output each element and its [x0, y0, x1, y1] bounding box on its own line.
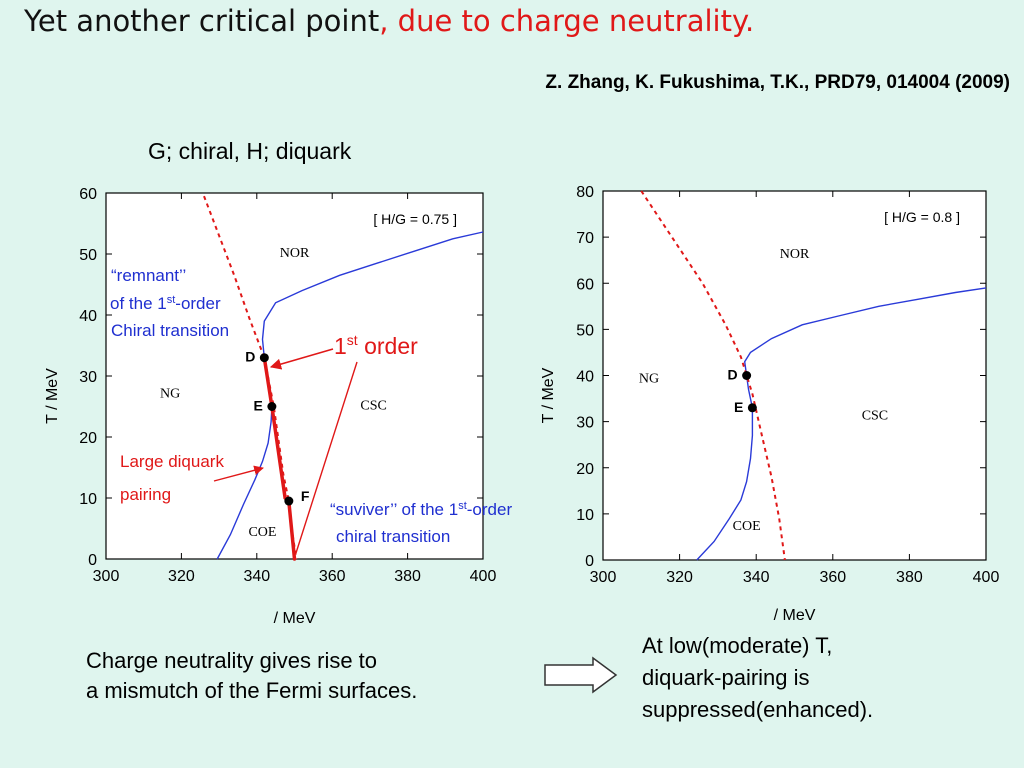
diquark-dashed-line: [640, 190, 786, 561]
y-tick-label: 0: [88, 552, 97, 569]
y-tick-label: 50: [576, 322, 594, 339]
conclusion-left-line-1: Charge neutrality gives rise to: [86, 648, 378, 673]
y-tick-label: 10: [576, 507, 594, 524]
region-label-coe: COE: [733, 519, 761, 534]
y-tick-label: 40: [79, 308, 97, 325]
critical-point-label-d: D: [245, 349, 255, 365]
region-label-csc: CSC: [360, 399, 386, 414]
x-tick-label: 340: [743, 569, 770, 586]
subheading: G; chiral, H; diquark: [148, 138, 352, 164]
y-tick-label: 30: [79, 369, 97, 386]
y-tick-label: 80: [576, 184, 594, 201]
remnant-label-line-3: Chiral transition: [111, 321, 229, 340]
remnant-label-line-2: of the 1st-order: [110, 294, 221, 313]
conclusion-right-line-2: diquark-pairing is: [642, 665, 810, 690]
first-order-thick-line: [262, 355, 297, 561]
phase-diagram-left: 300 320 340 360 380 400 0 10 20 30 40 50 60 / MeV T / …: [44, 186, 496, 627]
x-tick-label: 380: [896, 569, 923, 586]
suviver-superscript: st: [458, 500, 467, 512]
critical-point-d: [742, 371, 752, 380]
y-tick-label: 30: [576, 415, 594, 432]
remnant-text-suffix: -order: [175, 294, 221, 313]
critical-point-e: [747, 403, 757, 413]
y-tick-label: 50: [79, 247, 97, 264]
region-label-csc: CSC: [862, 408, 888, 423]
plot-frame: [105, 192, 484, 560]
x-tick-label: 360: [319, 568, 346, 585]
title-main: Yet another critical point: [24, 4, 380, 38]
y-axis-label: T / MeV: [44, 368, 61, 424]
remnant-label-line-1: “remnant’’: [111, 266, 186, 285]
critical-point-f: [284, 496, 294, 506]
remnant-text: of the 1: [110, 294, 167, 313]
y-tick-label: 60: [576, 276, 594, 293]
phase-diagram-right: 300 320 340 360 380 400 0 10 20 30 40 50 60 70 80 / MeV…: [540, 184, 999, 624]
ratio-label: [ H/G = 0.75 ]: [373, 211, 457, 227]
slide-title: Yet another critical point, due to charg…: [24, 4, 754, 38]
x-tick-label: 400: [470, 568, 497, 585]
y-tick-label: 40: [576, 369, 594, 386]
x-tick-label: 340: [243, 568, 270, 585]
x-tick-label: 300: [93, 568, 120, 585]
remnant-superscript: st: [167, 294, 176, 306]
conclusion-right-line-3: suppressed(enhanced).: [642, 697, 874, 722]
x-tick-label: 400: [973, 569, 1000, 586]
ratio-label: [ H/G = 0.8 ]: [884, 209, 960, 225]
x-tick-label: 380: [394, 568, 421, 585]
critical-point-label-d: D: [728, 367, 738, 383]
region-label-ng: NG: [160, 386, 180, 401]
suviver-text: “suviver’’ of the 1: [330, 500, 458, 519]
first-order-superscript: st: [347, 332, 358, 348]
first-order-suffix: order: [358, 333, 418, 359]
critical-point-label-e: E: [254, 398, 263, 414]
conclusion-left-line-2: a mismutch of the Fermi surfaces.: [86, 678, 418, 703]
first-order-text: 1: [334, 333, 347, 359]
suviver-label-line-2: chiral transition: [336, 527, 450, 546]
x-axis-label: / MeV: [774, 607, 816, 624]
first-order-label: 1st order: [334, 332, 418, 359]
conclusion-left: Charge neutrality gives rise to a mismut…: [86, 646, 417, 706]
x-tick-label: 320: [168, 568, 195, 585]
region-label-ng: NG: [639, 371, 659, 386]
y-tick-label: 70: [576, 230, 594, 247]
region-label-nor: NOR: [780, 247, 810, 262]
large-diquark-arrow: [213, 465, 264, 482]
critical-point-d: [259, 353, 269, 363]
large-diquark-line-1: Large diquark: [120, 452, 224, 471]
critical-point-label-f: F: [301, 488, 310, 504]
x-tick-label: 360: [819, 569, 846, 586]
critical-point-label-e: E: [734, 399, 743, 415]
plot-frame: [602, 190, 987, 561]
x-tick-label: 300: [590, 569, 617, 586]
region-label-coe: COE: [248, 525, 276, 540]
y-tick-label: 60: [79, 186, 97, 203]
conclusion-right-line-1: At low(moderate) T,: [642, 633, 833, 658]
first-order-arrow: [269, 348, 334, 370]
y-tick-label: 10: [79, 491, 97, 508]
title-accent: , due to charge neutrality.: [379, 4, 755, 38]
y-axis-label: T / MeV: [540, 367, 557, 423]
x-tick-label: 320: [666, 569, 693, 586]
right-arrow-icon: [543, 656, 619, 699]
suviver-text-suffix: -order: [467, 500, 513, 519]
y-tick-label: 20: [79, 430, 97, 447]
region-label-nor: NOR: [280, 246, 310, 261]
y-tick-label: 20: [576, 461, 594, 478]
y-tick-label: 0: [585, 553, 594, 570]
critical-point-e: [267, 402, 277, 411]
first-order-pointer: [295, 361, 358, 554]
suviver-label-line-1: “suviver’’ of the 1st-order: [330, 500, 512, 519]
large-diquark-line-2: pairing: [120, 485, 171, 504]
reference-citation: Z. Zhang, K. Fukushima, T.K., PRD79, 014…: [545, 72, 1010, 93]
x-axis-label: / MeV: [274, 610, 316, 627]
conclusion-right: At low(moderate) T, diquark-pairing is s…: [642, 630, 873, 726]
